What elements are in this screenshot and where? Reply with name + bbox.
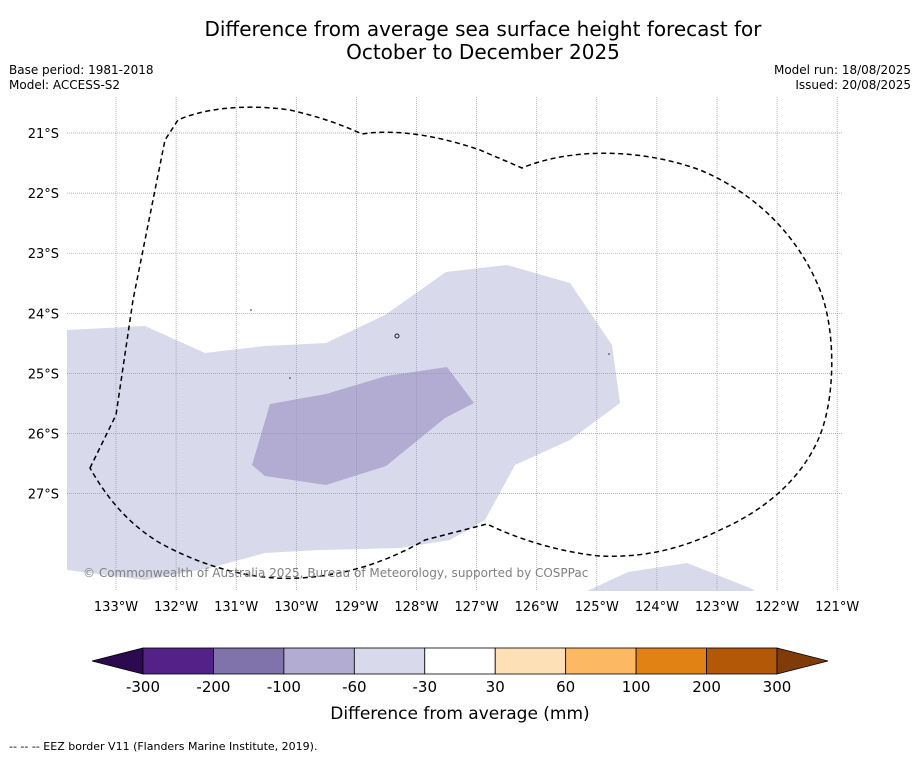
latitude-labels: 21°S 22°S 23°S 24°S 25°S 26°S 27°S [28, 127, 59, 503]
colorbar-tick-label: 30 [486, 678, 505, 696]
model-text: Model: ACCESS-S2 [9, 78, 121, 92]
map-title-line1: Difference from average sea surface heig… [204, 17, 762, 41]
longitude-label: 132°W [154, 600, 198, 615]
colorbar-tick-labels: -300 -200 -100 -60 -30 30 60 100 200 300 [126, 678, 791, 696]
island-marker [250, 309, 252, 311]
longitude-labels: 133°W 132°W 131°W 130°W 129°W 128°W 127°W 126°W… [94, 600, 860, 615]
longitude-label: 129°W [334, 600, 378, 615]
longitude-label: 121°W [815, 600, 859, 615]
map-title-line2: October to December 2025 [346, 40, 620, 64]
colorbar-tick-label: 200 [692, 678, 721, 696]
longitude-label: 127°W [455, 600, 499, 615]
colorbar-tick-label: 300 [763, 678, 792, 696]
footer-note: -- -- -- EEZ border V11 (Flanders Marine… [9, 740, 318, 753]
latitude-label: 21°S [28, 127, 59, 142]
longitude-label: 133°W [94, 600, 138, 615]
island-marker [608, 353, 610, 355]
colorbar-segment [142, 647, 214, 675]
colorbar-tick-label: 100 [622, 678, 651, 696]
meta-left: Base period: 1981-2018 Model: ACCESS-S2 [9, 63, 154, 93]
colorbar-extend-low [91, 647, 144, 675]
colorbar-segment [213, 647, 285, 675]
longitude-label: 128°W [394, 600, 438, 615]
colorbar-tick-label: -100 [267, 678, 301, 696]
colorbar-segment [283, 647, 355, 675]
colorbar-tick-label: 60 [556, 678, 575, 696]
map-area [67, 265, 755, 591]
colorbar-segment [424, 647, 496, 675]
colorbar-extend-high [776, 647, 829, 675]
colorbar-segment [494, 647, 567, 675]
latitude-label: 24°S [28, 307, 59, 322]
colorbar-tick-label: -200 [196, 678, 230, 696]
meta-right: Model run: 18/08/2025 Issued: 20/08/2025 [774, 63, 911, 93]
latitude-label: 26°S [28, 428, 59, 443]
island-marker [289, 377, 291, 379]
issued-text: Issued: 20/08/2025 [795, 78, 911, 92]
colorbar-segment [565, 647, 637, 675]
anomaly-region-medium [252, 367, 474, 485]
longitude-label: 124°W [635, 600, 679, 615]
longitude-label: 123°W [695, 600, 739, 615]
model-run-text: Model run: 18/08/2025 [773, 63, 911, 77]
colorbar-segment [353, 647, 426, 675]
map-title: Difference from average sea surface heig… [0, 18, 919, 64]
copyright-text: © Commonwealth of Australia 2025, Bureau… [83, 566, 588, 580]
colorbar-segment [635, 647, 707, 675]
longitude-label: 131°W [214, 600, 258, 615]
gridlines [67, 97, 843, 591]
colorbar-tick-label: -30 [413, 678, 438, 696]
latitude-label: 23°S [28, 247, 59, 262]
latitude-label: 25°S [28, 367, 59, 382]
anomaly-region-southeast [587, 563, 755, 591]
colorbar-tick-label: -300 [126, 678, 160, 696]
longitude-label: 126°W [515, 600, 559, 615]
colorbar-segment [706, 647, 778, 675]
latitude-label: 27°S [28, 488, 59, 503]
longitude-label: 122°W [755, 600, 799, 615]
colorbar [91, 647, 829, 675]
longitude-label: 130°W [274, 600, 318, 615]
island-marker [394, 333, 400, 339]
base-period-text: Base period: 1981-2018 [9, 63, 154, 77]
colorbar-title: Difference from average (mm) [330, 704, 589, 724]
colorbar-tick-label: -60 [342, 678, 367, 696]
longitude-label: 125°W [575, 600, 619, 615]
latitude-label: 22°S [28, 187, 59, 202]
